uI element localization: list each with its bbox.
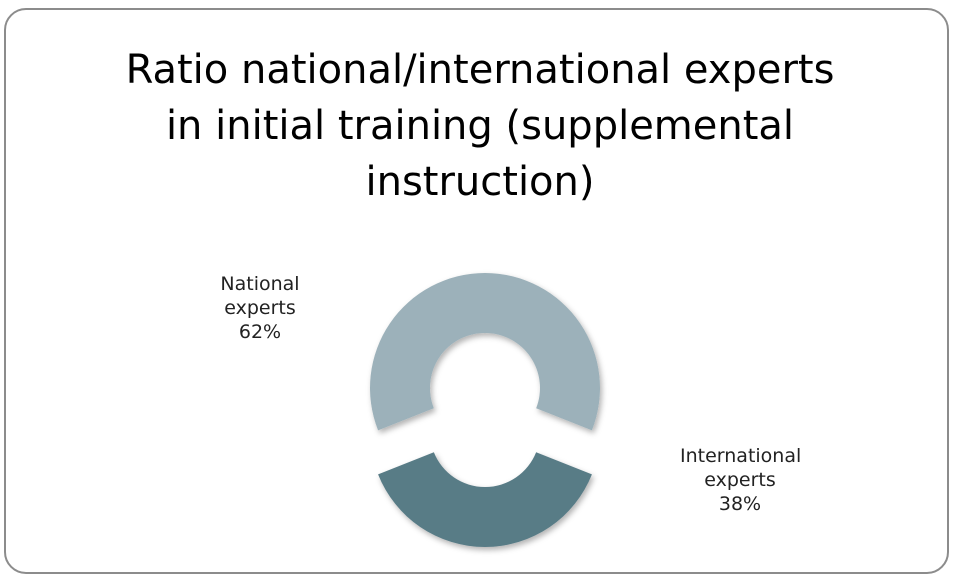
chart-title: Ratio national/international experts in … xyxy=(125,47,835,205)
data-label: International experts 38% xyxy=(660,444,820,516)
donut-segment xyxy=(370,272,600,431)
value-label: 38% xyxy=(718,493,762,515)
data-label: National experts 62% xyxy=(180,272,340,344)
frame xyxy=(4,8,949,574)
category-label: International experts xyxy=(680,445,802,491)
donut-segment xyxy=(378,452,592,547)
value-label: 62% xyxy=(238,321,282,343)
category-label: National experts xyxy=(220,273,300,319)
